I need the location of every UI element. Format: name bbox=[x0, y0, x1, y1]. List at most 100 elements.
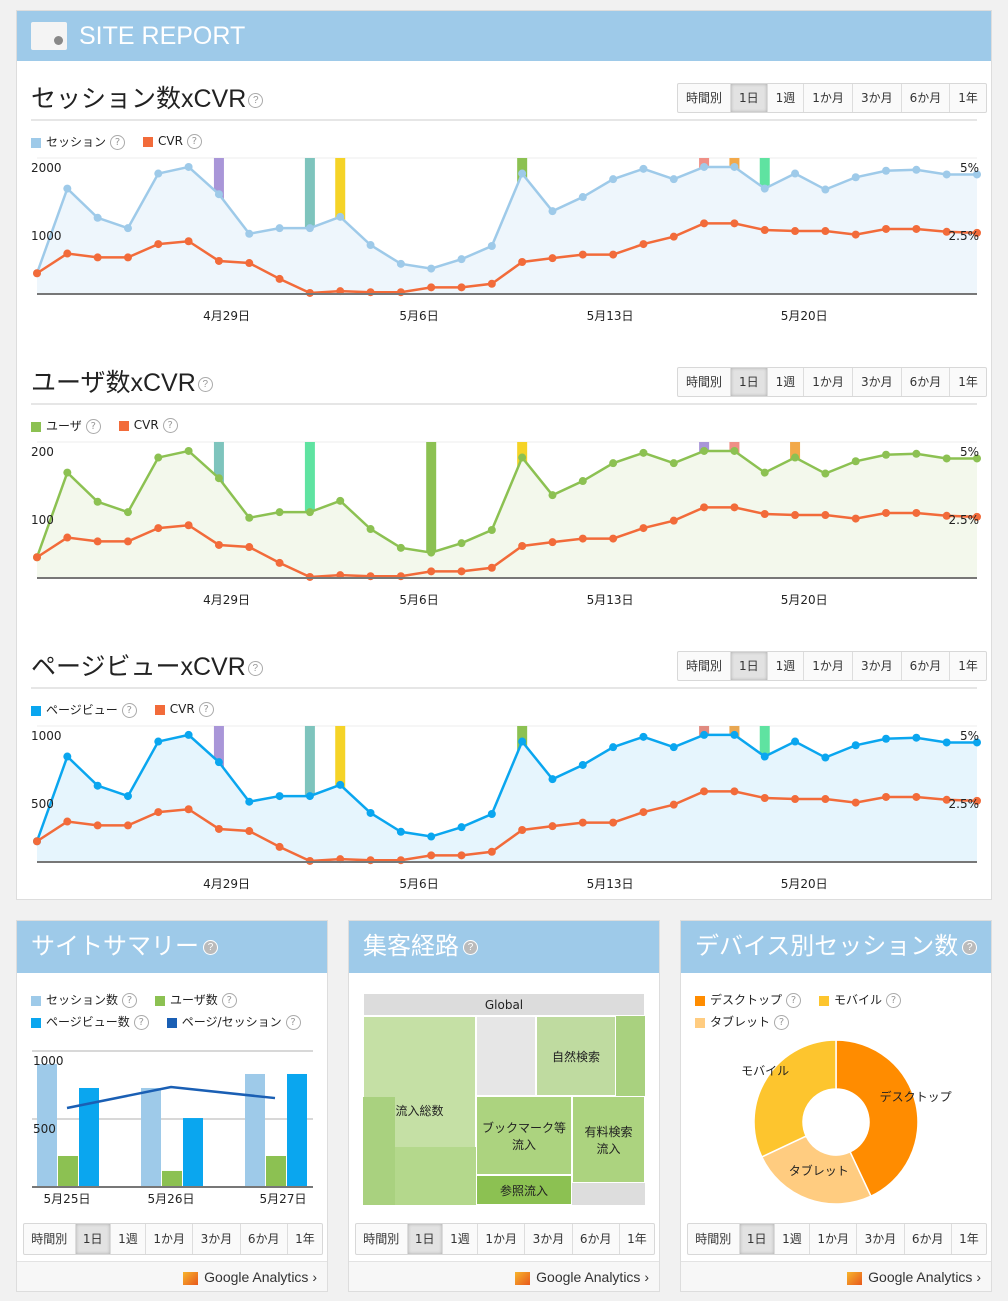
help-icon[interactable]: ? bbox=[122, 993, 138, 1008]
range-button[interactable]: 時間別 bbox=[686, 91, 723, 105]
range-button[interactable]: 3か月 bbox=[851, 368, 901, 396]
range-button[interactable]: 1週 bbox=[773, 1224, 809, 1254]
help-icon[interactable]: ? bbox=[197, 376, 213, 392]
legend-item[interactable]: ページビュー数? bbox=[31, 1013, 149, 1030]
treemap-root[interactable]: Global bbox=[363, 993, 645, 1016]
help-icon[interactable]: ? bbox=[962, 940, 978, 956]
range-button[interactable]: 1週 bbox=[766, 368, 804, 396]
legend-item[interactable]: ページ/セッション? bbox=[166, 1013, 301, 1030]
legend-item[interactable]: CVR? bbox=[154, 702, 214, 717]
range-button[interactable]: 6か月 bbox=[900, 84, 950, 112]
range-button[interactable]: 時間別 bbox=[363, 1232, 400, 1246]
help-icon[interactable]: ? bbox=[247, 660, 263, 676]
data-point bbox=[33, 269, 41, 278]
legend-swatch bbox=[695, 995, 705, 1006]
divider bbox=[31, 119, 977, 121]
data-point bbox=[427, 283, 436, 292]
help-icon[interactable]: ? bbox=[786, 993, 802, 1008]
treemap-node-bookmark[interactable]: ブックマーク等 流入 bbox=[476, 1096, 572, 1175]
help-icon[interactable]: ? bbox=[198, 702, 214, 717]
legend-item[interactable]: CVR? bbox=[118, 418, 178, 433]
data-point bbox=[154, 169, 163, 178]
data-point bbox=[730, 787, 739, 796]
range-button[interactable]: 1か月 bbox=[145, 1224, 192, 1254]
range-button[interactable]: 時間別 bbox=[686, 659, 723, 673]
range-button[interactable]: 1年 bbox=[949, 368, 986, 396]
help-icon[interactable]: ? bbox=[85, 419, 101, 434]
data-point bbox=[791, 795, 800, 804]
range-button[interactable]: 1週 bbox=[109, 1224, 145, 1254]
range-button[interactable]: 3か月 bbox=[851, 84, 901, 112]
range-button[interactable]: 3か月 bbox=[856, 1224, 903, 1254]
data-point bbox=[851, 798, 860, 807]
help-icon[interactable]: ? bbox=[774, 1015, 790, 1030]
range-button[interactable]: 時間別 bbox=[31, 1232, 68, 1246]
legend-item[interactable]: セッション数? bbox=[31, 991, 138, 1008]
range-button[interactable]: 1か月 bbox=[803, 84, 852, 112]
data-point bbox=[336, 212, 345, 221]
range-button[interactable]: 1週 bbox=[441, 1224, 477, 1254]
data-point bbox=[669, 175, 678, 184]
range-button[interactable]: 6か月 bbox=[571, 1224, 619, 1254]
range-button[interactable]: 1週 bbox=[766, 652, 804, 680]
range-button[interactable]: 1か月 bbox=[477, 1224, 524, 1254]
legend-item[interactable]: デスクトップ? bbox=[695, 991, 802, 1008]
data-point bbox=[184, 162, 193, 171]
range-button[interactable]: 1年 bbox=[950, 1224, 986, 1254]
help-icon[interactable]: ? bbox=[248, 92, 264, 108]
range-button[interactable]: 1週 bbox=[766, 84, 804, 112]
legend-item[interactable]: CVR? bbox=[143, 134, 202, 149]
treemap-node-paid[interactable]: 有料検索 流入 bbox=[572, 1096, 645, 1183]
legend-item[interactable]: セッション? bbox=[31, 133, 126, 150]
google-analytics-link[interactable]: Google Analytics › bbox=[17, 1261, 327, 1291]
range-button[interactable]: 時間別 bbox=[686, 375, 723, 389]
legend-item[interactable]: ユーザ数? bbox=[155, 991, 237, 1008]
help-icon[interactable]: ? bbox=[133, 1015, 149, 1030]
help-icon[interactable]: ? bbox=[121, 703, 137, 718]
data-point bbox=[123, 224, 132, 233]
legend-swatch bbox=[143, 136, 154, 147]
legend-item[interactable]: ページビュー? bbox=[31, 701, 137, 718]
help-icon[interactable]: ? bbox=[162, 418, 178, 433]
range-button[interactable]: 1年 bbox=[949, 84, 986, 112]
x-tick-label: 5月13日 bbox=[586, 593, 634, 607]
chart-legend: タブレット? bbox=[695, 1013, 790, 1030]
range-button[interactable]: 時間別 bbox=[695, 1232, 732, 1246]
legend-item[interactable]: モバイル? bbox=[819, 991, 902, 1008]
range-button[interactable]: 3か月 bbox=[851, 652, 901, 680]
range-button[interactable]: 6か月 bbox=[903, 1224, 951, 1254]
legend-item[interactable]: ユーザ? bbox=[31, 417, 101, 434]
range-button[interactable]: 6か月 bbox=[900, 652, 950, 680]
range-button[interactable]: 1か月 bbox=[803, 652, 852, 680]
help-icon[interactable]: ? bbox=[463, 940, 478, 956]
range-button[interactable]: 1日 bbox=[730, 84, 767, 112]
range-button[interactable]: 6か月 bbox=[900, 368, 950, 396]
help-icon[interactable]: ? bbox=[186, 134, 202, 149]
help-icon[interactable]: ? bbox=[203, 940, 218, 956]
treemap-node-organic[interactable]: 自然検索 bbox=[536, 1016, 616, 1096]
treemap-node-referral[interactable]: 参照流入 bbox=[476, 1175, 572, 1205]
range-button[interactable]: 1日 bbox=[74, 1224, 110, 1254]
range-button[interactable]: 1年 bbox=[618, 1224, 654, 1254]
range-button[interactable]: 1年 bbox=[949, 652, 986, 680]
legend-item[interactable]: タブレット? bbox=[695, 1013, 790, 1030]
data-point bbox=[305, 572, 314, 581]
range-button[interactable]: 1か月 bbox=[809, 1224, 856, 1254]
range-button[interactable]: 1か月 bbox=[803, 368, 852, 396]
google-analytics-link[interactable]: Google Analytics › bbox=[681, 1261, 991, 1291]
range-button[interactable]: 1日 bbox=[406, 1224, 442, 1254]
range-button[interactable]: 1日 bbox=[730, 652, 767, 680]
help-icon[interactable]: ? bbox=[110, 135, 126, 150]
help-icon[interactable]: ? bbox=[285, 1015, 301, 1030]
pages-per-session-line bbox=[66, 1085, 276, 1110]
range-button[interactable]: 1年 bbox=[286, 1224, 322, 1254]
data-point bbox=[882, 792, 891, 801]
range-button[interactable]: 3か月 bbox=[192, 1224, 239, 1254]
range-button[interactable]: 3か月 bbox=[524, 1224, 571, 1254]
range-button[interactable]: 1日 bbox=[730, 368, 767, 396]
help-icon[interactable]: ? bbox=[886, 993, 902, 1008]
range-button[interactable]: 6か月 bbox=[239, 1224, 287, 1254]
range-button[interactable]: 1日 bbox=[738, 1224, 774, 1254]
help-icon[interactable]: ? bbox=[221, 993, 237, 1008]
google-analytics-link[interactable]: Google Analytics › bbox=[349, 1261, 659, 1291]
